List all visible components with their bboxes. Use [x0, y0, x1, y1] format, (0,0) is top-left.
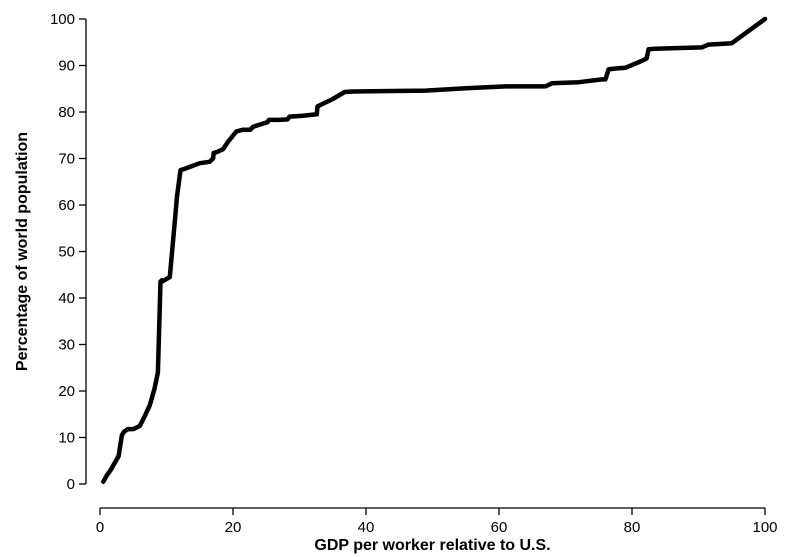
y-tick-label: 70	[58, 151, 75, 168]
x-tick-label: 100	[752, 519, 777, 536]
y-tick-label: 40	[58, 290, 75, 307]
y-tick-label: 60	[58, 197, 75, 214]
x-tick-label: 40	[358, 519, 375, 536]
x-axis-title: GDP per worker relative to U.S.	[314, 537, 550, 554]
x-tick-label: 80	[624, 519, 641, 536]
y-tick-label: 30	[58, 337, 75, 354]
y-ticks: 0 10 20 30 40 50 60 70 80 90 100	[50, 11, 86, 493]
y-tick-label: 90	[58, 58, 75, 75]
series-line	[101, 16, 768, 484]
y-tick-label: 100	[50, 11, 75, 28]
x-tick-label: 20	[225, 519, 242, 536]
x-tick-label: 60	[491, 519, 508, 536]
y-tick-label: 10	[58, 430, 75, 447]
y-tick-label: 0	[67, 476, 75, 493]
y-tick-label: 50	[58, 244, 75, 261]
y-tick-label: 80	[58, 104, 75, 121]
y-axis-title: Percentage of world population	[14, 132, 31, 371]
x-tick-label: 0	[96, 519, 104, 536]
y-tick-label: 20	[58, 383, 75, 400]
x-ticks: 0 20 40 60 80 100	[96, 508, 778, 536]
